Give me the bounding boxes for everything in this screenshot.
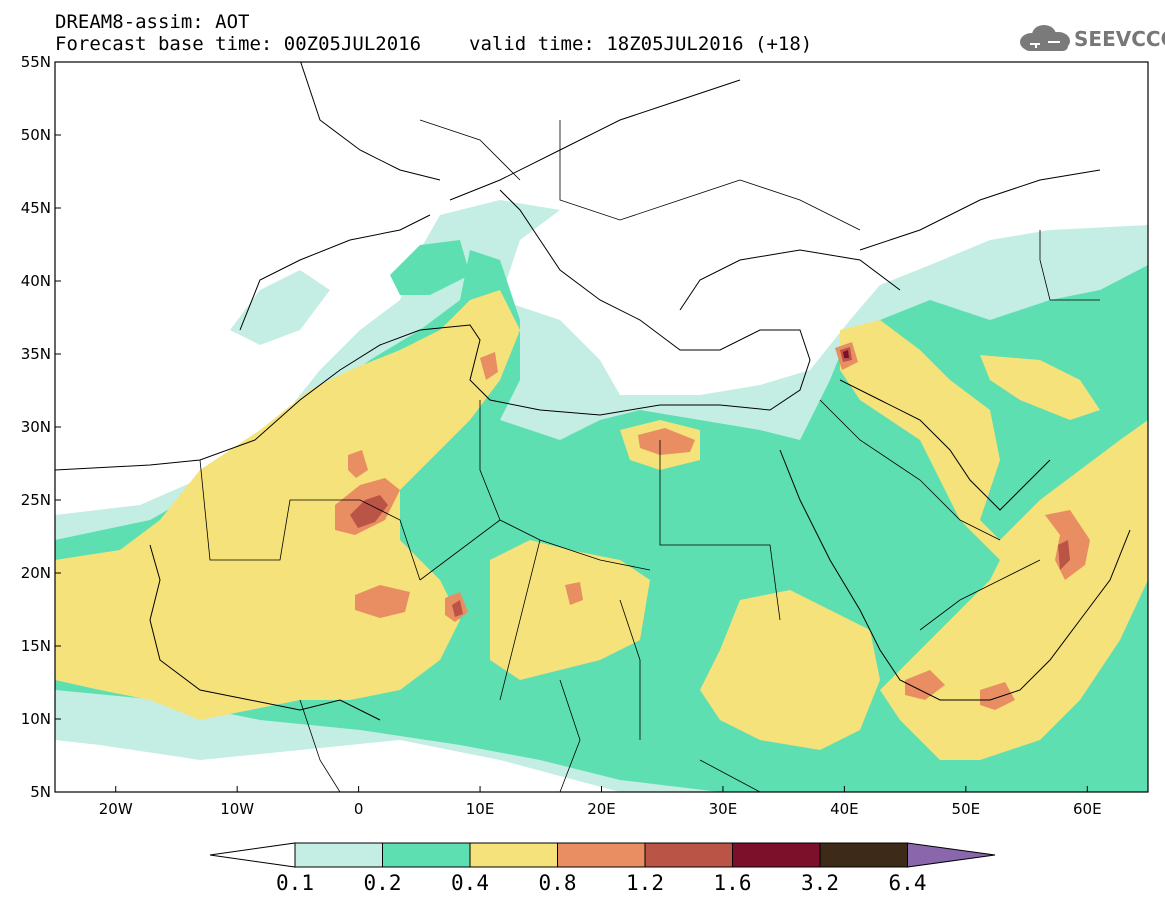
y-tick-label: 40N xyxy=(21,272,51,290)
aot-band-1.6 xyxy=(843,350,849,358)
colorbar xyxy=(209,842,996,868)
aot-band-0.8 xyxy=(638,428,695,455)
colorbar-swatch xyxy=(469,842,558,868)
colorbar-swatch xyxy=(382,842,471,868)
aot-band-0.2 xyxy=(390,240,470,295)
colorbar-swatch xyxy=(819,842,908,868)
aot-band-0.4 xyxy=(840,320,1148,760)
colorbar-swatch xyxy=(294,842,383,868)
aot-band-1.2 xyxy=(350,495,388,528)
y-tick-label: 20N xyxy=(21,564,51,582)
x-tick-label: 20E xyxy=(587,800,616,818)
valid-time-label: valid time: 18Z05JUL2016 (+18) xyxy=(469,33,813,55)
y-tick-label: 45N xyxy=(21,199,51,217)
aot-band-1.2 xyxy=(452,600,463,617)
colorbar-label: 0.1 xyxy=(276,871,314,895)
x-tick-label: 10W xyxy=(220,800,254,818)
colorbar-swatch xyxy=(644,842,733,868)
aot-band-0.4 xyxy=(55,290,520,720)
aot-band-0.8 xyxy=(565,582,583,605)
axis-tick-labels: 20W 10W 0 10E 20E 30E 40E 50E 60E 55N 50N 45N 40N 35N… xyxy=(21,53,1102,818)
aot-band-0.1 xyxy=(230,270,330,345)
aot-band-0.8 xyxy=(355,585,410,618)
chart-subtitle: Forecast base time: 00Z05JUL2016 valid ti… xyxy=(55,34,812,54)
x-tick-label: 50E xyxy=(952,800,981,818)
aot-field xyxy=(55,200,1148,792)
colorbar-label: 0.2 xyxy=(363,871,402,895)
x-tick-label: 40E xyxy=(830,800,859,818)
axis-ticks xyxy=(55,61,1088,793)
x-tick-label: 0 xyxy=(354,800,364,818)
y-tick-label: 35N xyxy=(21,345,51,363)
cloud-icon xyxy=(1020,25,1070,51)
chart-title: DREAM8-assim: AOT xyxy=(55,11,250,33)
colorbar-label: 3.2 xyxy=(801,871,839,895)
colorbar-swatch xyxy=(557,842,646,868)
colorbar-label: 6.4 xyxy=(888,871,927,895)
colorbar-label: 1.2 xyxy=(626,871,664,895)
x-tick-label: 20W xyxy=(99,800,133,818)
aot-band-0.4 xyxy=(490,540,650,680)
logo-text: SEEVCCC xyxy=(1074,27,1165,51)
coastlines xyxy=(55,62,1131,721)
y-tick-label: 15N xyxy=(21,637,51,655)
y-tick-label: 30N xyxy=(21,418,51,436)
aot-band-0.8 xyxy=(480,352,498,380)
y-tick-label: 10N xyxy=(21,710,51,728)
x-tick-label: 30E xyxy=(709,800,738,818)
colorbar-label: 1.6 xyxy=(713,871,752,895)
aot-band-0.4 xyxy=(700,590,880,750)
y-tick-label: 50N xyxy=(21,126,51,144)
colorbar-high-arrow xyxy=(907,842,996,868)
x-tick-label: 10E xyxy=(466,800,495,818)
aot-band-0.8 xyxy=(905,670,945,700)
x-tick-label: 60E xyxy=(1073,800,1102,818)
aot-band-1.2 xyxy=(1058,540,1070,570)
colorbar-label: 0.4 xyxy=(451,871,489,895)
colorbar-swatch xyxy=(732,842,821,868)
aot-band-0.8 xyxy=(980,682,1015,710)
colorbar-label: 0.8 xyxy=(538,871,577,895)
y-tick-label: 25N xyxy=(21,491,51,509)
colorbar-low-arrow xyxy=(209,842,296,868)
aot-band-0.8 xyxy=(348,450,368,478)
aot-band-0.4 xyxy=(980,355,1100,420)
y-tick-label: 5N xyxy=(30,783,51,801)
country-borders xyxy=(199,119,1100,792)
y-tick-label: 55N xyxy=(21,53,51,71)
base-time-label: Forecast base time: 00Z05JUL2016 xyxy=(55,33,422,55)
